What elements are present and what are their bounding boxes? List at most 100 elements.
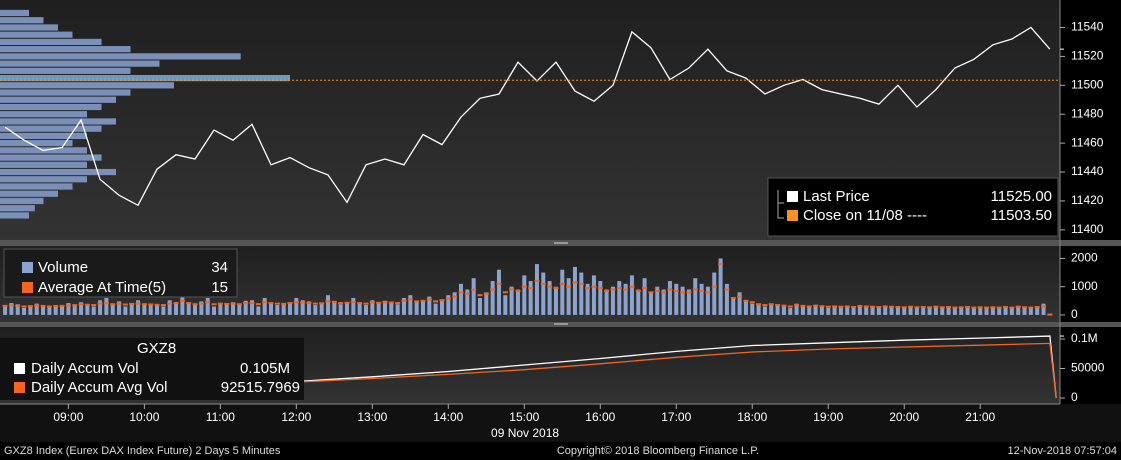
- volume-bar: [813, 305, 818, 315]
- volume-bar: [617, 281, 622, 315]
- average-marker: [268, 302, 274, 305]
- average-marker: [654, 289, 660, 292]
- average-marker: [737, 295, 743, 298]
- volume-bar: [693, 278, 698, 315]
- volume-bar: [927, 307, 932, 315]
- volume-bar: [661, 289, 666, 315]
- average-marker: [775, 304, 781, 307]
- volume-bar: [1028, 307, 1033, 315]
- average-marker: [306, 302, 312, 305]
- volume-bar: [838, 307, 843, 315]
- average-marker: [312, 302, 318, 305]
- average-marker: [483, 292, 489, 295]
- average-marker: [439, 299, 445, 302]
- average-marker: [1015, 305, 1021, 308]
- volume-bar: [908, 306, 913, 315]
- average-marker: [433, 300, 439, 303]
- average-marker: [217, 302, 223, 305]
- average-marker: [749, 301, 755, 304]
- volume-profile-bar: [0, 111, 87, 118]
- average-marker: [958, 306, 964, 309]
- average-marker: [597, 287, 603, 290]
- average-marker: [148, 303, 154, 306]
- average-marker: [553, 287, 559, 290]
- volume-bar: [458, 283, 463, 315]
- average-marker: [952, 306, 958, 309]
- average-marker: [274, 302, 280, 305]
- volume-profile-bar: [0, 161, 87, 168]
- volume-bar: [382, 300, 387, 315]
- legend-label: Daily Accum Vol: [31, 360, 139, 377]
- average-marker: [509, 288, 515, 291]
- volume-profile-bar: [0, 17, 44, 24]
- legend-box: [0, 338, 304, 400]
- y-tick-label: 0: [1071, 307, 1078, 321]
- average-marker: [540, 282, 546, 285]
- volume-bar: [959, 307, 964, 315]
- average-marker: [445, 297, 451, 300]
- average-marker: [718, 263, 724, 266]
- average-marker: [547, 285, 553, 288]
- average-marker: [211, 303, 217, 306]
- volume-bar: [414, 301, 419, 315]
- average-marker: [325, 300, 331, 303]
- average-marker: [851, 306, 857, 309]
- average-marker: [59, 304, 65, 307]
- average-marker: [515, 289, 521, 292]
- average-marker: [908, 305, 914, 308]
- average-marker: [477, 294, 483, 297]
- volume-bar: [439, 299, 444, 315]
- average-marker: [616, 287, 622, 290]
- average-marker: [559, 282, 565, 285]
- volume-bar: [743, 300, 748, 315]
- volume-bar: [41, 306, 46, 315]
- legend-box: [3, 248, 238, 298]
- volume-bar: [307, 301, 312, 315]
- average-marker: [471, 288, 477, 291]
- legend-swatch: [787, 191, 798, 202]
- volume-bar: [902, 307, 907, 315]
- volume-bar: [870, 307, 875, 315]
- volume-bar: [534, 264, 539, 315]
- average-marker: [338, 302, 344, 305]
- volume-bar: [832, 306, 837, 315]
- average-marker: [300, 301, 306, 304]
- legend-swatch: [22, 282, 33, 293]
- volume-bar: [857, 305, 862, 315]
- average-marker: [996, 306, 1002, 309]
- volume-bar: [889, 306, 894, 315]
- average-marker: [920, 306, 926, 309]
- volume-bar: [446, 295, 451, 315]
- average-marker: [173, 302, 179, 305]
- average-marker: [673, 289, 679, 292]
- volume-bar: [775, 305, 780, 315]
- average-marker: [243, 302, 249, 305]
- average-marker: [167, 302, 173, 305]
- volume-bar: [9, 303, 14, 315]
- average-marker: [762, 304, 768, 307]
- volume-bar: [167, 300, 172, 315]
- volume-bar: [237, 304, 242, 315]
- x-tick-label: 13:00: [357, 410, 387, 424]
- y-tick-label: 11400: [1071, 222, 1104, 236]
- average-marker: [724, 288, 730, 291]
- volume-bar: [756, 305, 761, 315]
- average-marker: [192, 303, 198, 306]
- volume-bar: [224, 304, 229, 315]
- average-marker: [414, 300, 420, 303]
- volume-bar: [712, 272, 717, 315]
- average-marker: [927, 306, 933, 309]
- volume-bar: [370, 300, 375, 315]
- y-tick-label: 11440: [1071, 164, 1104, 178]
- volume-bar: [117, 301, 122, 315]
- legend-value: 15: [211, 279, 228, 296]
- volume-profile-bar: [0, 31, 73, 38]
- average-marker: [344, 301, 350, 304]
- volume-bar: [408, 295, 413, 315]
- average-marker: [502, 291, 508, 294]
- volume-bar: [845, 306, 850, 315]
- volume-bar: [34, 303, 39, 315]
- volume-bar: [186, 303, 191, 315]
- volume-bar: [940, 307, 945, 315]
